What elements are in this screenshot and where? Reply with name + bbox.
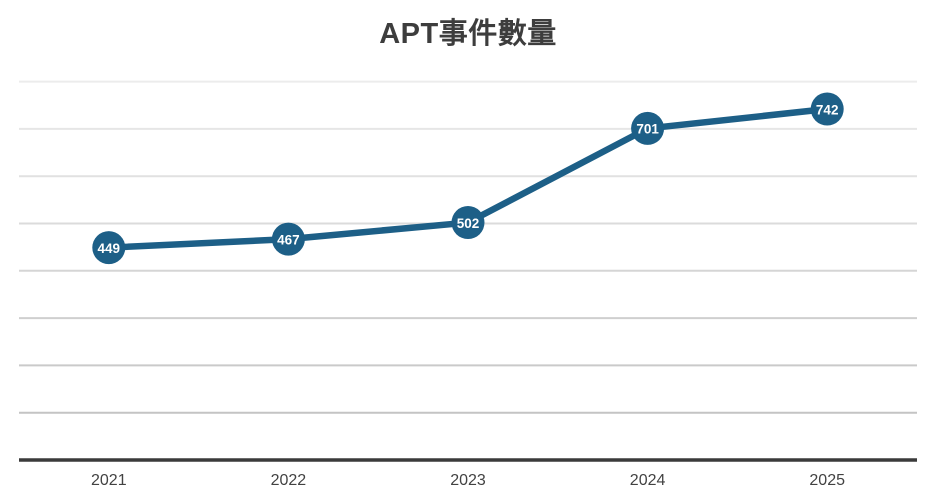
x-tick-label: 2022 [271, 472, 307, 489]
x-tick-label: 2025 [809, 472, 845, 489]
data-point-marker [271, 222, 305, 256]
x-tick-label: 2024 [630, 472, 666, 489]
data-point-label: 701 [636, 122, 659, 137]
chart-title: APT事件數量 [379, 18, 557, 50]
data-point-label: 467 [277, 232, 300, 247]
data-point-marker [810, 92, 844, 126]
data-point-label: 449 [98, 241, 121, 256]
data-point-label: 502 [457, 216, 480, 231]
data-point-marker [451, 206, 485, 240]
x-tick-label: 2021 [91, 472, 127, 489]
data-point-marker [92, 231, 126, 265]
x-tick-label: 2023 [450, 472, 486, 489]
data-point-marker [631, 111, 665, 145]
data-point-label: 742 [816, 102, 839, 117]
